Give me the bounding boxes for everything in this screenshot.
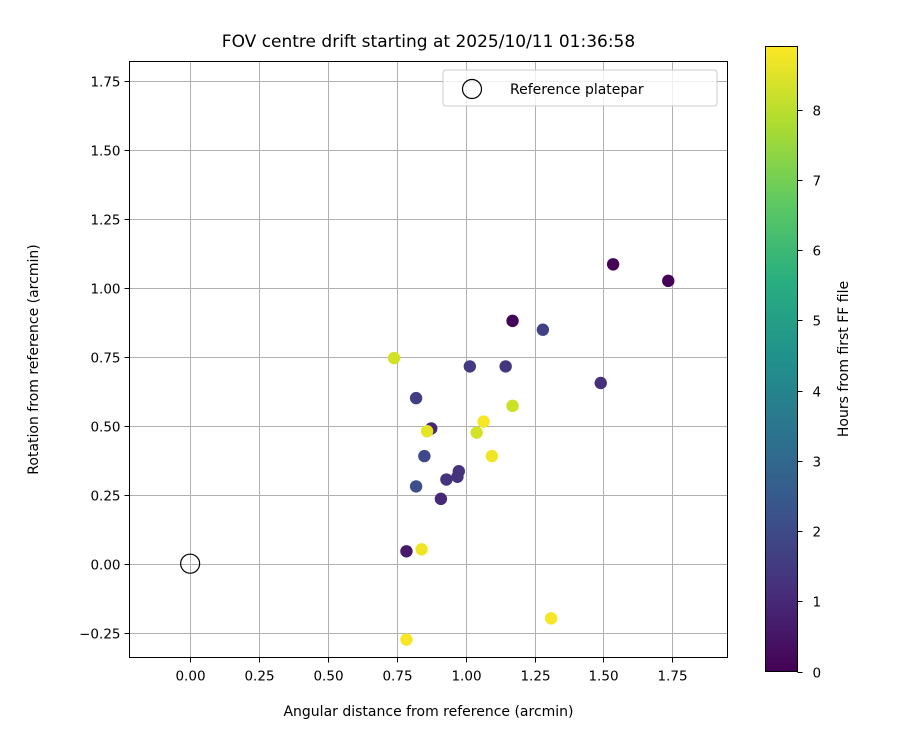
data-points: [387, 258, 675, 646]
data-point: [499, 360, 512, 373]
data-point: [409, 391, 423, 405]
y-tick-label: 1.50: [90, 144, 120, 160]
data-point: [400, 633, 413, 646]
y-tick-label: 0.50: [90, 420, 120, 436]
data-point: [420, 425, 434, 438]
colorbar-tick-label: 6: [813, 244, 822, 260]
data-point: [470, 426, 483, 439]
colorbar-gradient: [765, 46, 797, 672]
data-point: [536, 323, 550, 336]
y-tick-label: 1.00: [90, 282, 120, 298]
data-point: [463, 360, 477, 373]
data-point: [418, 449, 431, 463]
y-tick-label: 1.25: [90, 213, 120, 229]
x-tick-label: 0.00: [175, 669, 205, 685]
legend-marker-icon: [461, 78, 483, 100]
x-tick-label: 1.25: [520, 669, 550, 685]
x-tick-label: 1.00: [451, 669, 481, 685]
colorbar-tick-label: 3: [813, 455, 822, 471]
x-axis-label: Angular distance from reference (arcmin): [283, 704, 573, 720]
colorbar-tick-label: 1: [813, 595, 822, 611]
data-point: [415, 543, 428, 556]
legend-label: Reference platepar: [510, 82, 644, 98]
data-point: [594, 376, 607, 390]
colorbar-tick-label: 5: [813, 314, 822, 330]
data-point: [434, 492, 448, 506]
colorbar-label: Hours from first FF file: [836, 281, 852, 437]
y-axis-ticks: −0.25 0.00 0.25 0.50 0.75 1.00 1.25 1.50 1.75: [79, 75, 130, 643]
y-tick-label: 0.00: [90, 558, 120, 574]
reference-marker-group: [180, 553, 201, 574]
data-point: [400, 545, 413, 558]
colorbar-tick-label: 8: [813, 104, 822, 120]
y-tick-label: 0.75: [90, 351, 120, 367]
data-point: [506, 399, 519, 413]
x-tick-label: 0.25: [244, 669, 274, 685]
y-axis-label: Rotation from reference (arcmin): [26, 244, 42, 474]
data-point: [387, 351, 401, 365]
colorbar-ticks: 0 1 2 3 4 5 6 7 8: [797, 104, 822, 682]
legend-box: [442, 69, 718, 107]
colorbar-tick-label: 4: [813, 385, 822, 401]
chart-title: FOV centre drift starting at 2025/10/11 …: [222, 32, 635, 52]
grid-lines: [129, 61, 728, 658]
reference-platepar-marker: [180, 553, 201, 574]
data-point: [506, 314, 519, 328]
colorbar-tick-label: 2: [813, 525, 822, 541]
colorbar: 0 1 2 3 4 5 6 7 8 Hours from first FF file: [765, 46, 852, 682]
colorbar-tick-label: 7: [813, 174, 822, 190]
y-tick-label: −0.25: [79, 627, 120, 643]
data-point: [606, 258, 620, 271]
y-tick-label: 1.75: [90, 75, 120, 91]
x-tick-label: 0.75: [382, 669, 412, 685]
data-point: [485, 449, 499, 463]
data-point: [409, 480, 423, 493]
data-point: [440, 473, 453, 486]
colorbar-tick-label: 0: [813, 666, 822, 682]
data-point: [452, 465, 466, 478]
plot-area-frame: [129, 61, 728, 658]
data-point: [544, 612, 558, 625]
legend: Reference platepar: [442, 69, 718, 107]
colorbar-frame: [765, 46, 798, 672]
x-tick-label: 0.50: [313, 669, 343, 685]
x-tick-label: 1.50: [588, 669, 618, 685]
data-point: [477, 415, 490, 428]
y-tick-label: 0.25: [90, 489, 120, 505]
x-axis-ticks: 0.00 0.25 0.50 0.75 1.00 1.25 1.50 1.75: [175, 657, 688, 685]
data-point: [662, 274, 675, 288]
x-tick-label: 1.75: [657, 669, 687, 685]
